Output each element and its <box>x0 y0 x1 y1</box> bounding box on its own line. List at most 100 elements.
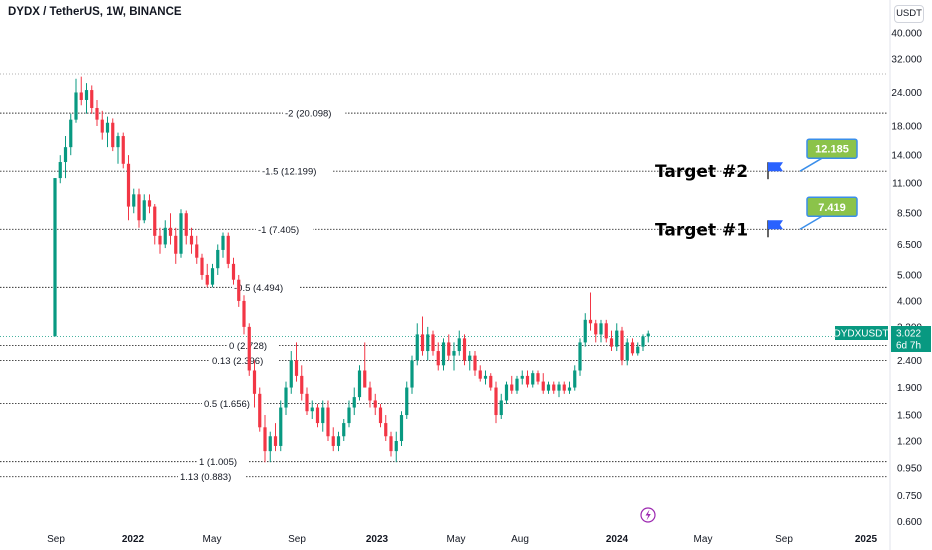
time-tick-label: Sep <box>288 534 306 545</box>
candle-body <box>567 387 572 391</box>
target-annotations: Target #2 12.185 Target #1 7.419 <box>655 138 858 240</box>
candle-body <box>100 119 104 133</box>
candle-body <box>200 257 204 275</box>
candle-body <box>263 427 267 452</box>
candle-body <box>646 333 650 337</box>
callout-pointer <box>799 215 823 230</box>
candle-body <box>363 370 367 388</box>
candle-body <box>142 200 146 221</box>
time-tick-label: May <box>694 534 713 545</box>
candle-body <box>342 423 346 437</box>
candle-body <box>494 387 498 416</box>
candle-body <box>410 360 414 388</box>
candle-body <box>95 108 99 120</box>
candle-body <box>478 370 482 379</box>
candle-body <box>515 378 519 391</box>
fib-label: -1.5 (12.199) <box>262 167 316 178</box>
symbol-tag <box>835 326 888 340</box>
time-tick-label: 2024 <box>606 534 629 545</box>
candle-body <box>384 423 388 437</box>
candle-body <box>604 323 608 339</box>
fib-label-bg <box>227 339 279 352</box>
time-tick-label: 2023 <box>366 534 389 545</box>
candle-body <box>252 370 257 394</box>
fib-label: -0.5 (4.494) <box>234 283 283 294</box>
price-tick-label: 1.200 <box>897 437 922 448</box>
candle-body <box>462 338 467 361</box>
price-tick-label: 0.750 <box>897 491 922 502</box>
fib-label-bg <box>256 223 313 236</box>
candle-body <box>378 407 383 424</box>
time-tick-label: May <box>447 534 466 545</box>
candle-body <box>315 407 320 424</box>
candle-body <box>147 200 152 207</box>
candle-body <box>620 330 624 361</box>
candle-body <box>189 235 194 245</box>
candle-body <box>258 393 262 428</box>
candle-body <box>53 178 57 337</box>
candle-body <box>541 381 545 391</box>
candle-body <box>510 384 514 391</box>
candle-body <box>210 268 215 285</box>
candle-body <box>321 407 325 424</box>
price-axis[interactable]: 40.000 32.000 24.000 18.000 14.000 11.000 8.50… <box>891 29 922 529</box>
price-tick-label: 0.950 <box>897 464 922 475</box>
candle-body <box>599 323 603 335</box>
currency-unit-button[interactable]: USDT <box>894 5 924 23</box>
candle-body <box>504 384 509 401</box>
candle-body <box>242 300 246 327</box>
symbol-tag-label: DYDXUSDT <box>833 329 888 340</box>
price-tick-label: 1.900 <box>897 383 922 394</box>
candle-body <box>195 244 199 258</box>
candle-body <box>368 387 372 401</box>
candle-body <box>305 393 309 412</box>
fib-label-bg <box>178 470 246 483</box>
time-tick-label: Sep <box>47 534 65 545</box>
candle-body <box>63 147 68 163</box>
price-tick-label: 14.000 <box>891 151 922 162</box>
candle-body <box>499 400 503 416</box>
fib-label-bg <box>232 281 300 294</box>
candle-body <box>457 338 461 352</box>
price-tick-label: 0.600 <box>897 517 922 528</box>
target-label: Target #1 <box>655 220 748 240</box>
candle-body <box>216 249 220 269</box>
fib-label: -1 (7.405) <box>258 225 299 236</box>
price-tick-label: 40.000 <box>891 29 922 40</box>
chart-title: DYDX / TetherUS, 1W, BINANCE <box>8 6 182 18</box>
fib-label: 1 (1.005) <box>199 457 237 468</box>
candle-body <box>441 342 446 366</box>
candle-body <box>279 407 283 446</box>
fibonacci-levels: -2 (20.098) -1.5 (12.199) -1 (7.405) -0.5 (… <box>0 73 888 483</box>
candle-body <box>74 92 78 120</box>
candle-body <box>573 370 577 388</box>
candle-body <box>546 384 551 391</box>
candle-body <box>231 263 236 280</box>
candle-body <box>625 342 629 361</box>
time-axis[interactable]: Sep 2022 May Sep 2023 May Aug 2024 May Sep 2025 <box>47 534 877 545</box>
lightning-icon[interactable] <box>640 507 656 523</box>
time-tick-label: 2025 <box>855 534 878 545</box>
candle-body <box>326 407 330 437</box>
price-tick-label: 4.000 <box>897 296 922 307</box>
candle-body <box>415 334 419 361</box>
candle-body <box>294 360 299 376</box>
candle-body <box>105 122 110 133</box>
candle-body <box>284 387 288 408</box>
price-tick-label: 5.000 <box>897 270 922 281</box>
candle-body <box>79 92 83 100</box>
candle-body <box>431 334 435 352</box>
fib-label: 0.5 (1.656) <box>204 399 250 410</box>
fib-label: -2 (20.098) <box>285 109 331 120</box>
candle-body <box>90 90 94 109</box>
candle-body <box>289 360 293 388</box>
candle-body <box>126 163 131 207</box>
callout-pointer <box>799 157 823 172</box>
candle-body <box>137 194 141 221</box>
candle-body <box>426 334 430 352</box>
price-tick-label: 32.000 <box>891 55 922 66</box>
candle-body <box>273 436 278 446</box>
candle-body <box>69 119 73 148</box>
